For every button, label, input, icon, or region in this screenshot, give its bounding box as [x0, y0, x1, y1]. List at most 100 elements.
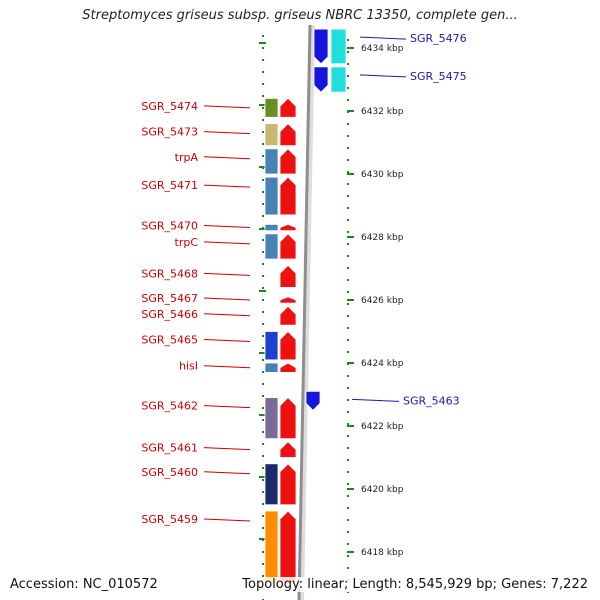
gene-label[interactable]: SGR_5475: [410, 70, 467, 83]
left-tick-dot: [262, 215, 264, 217]
left-major-tick: [259, 414, 266, 416]
gene-arrow-forward[interactable]: [279, 233, 297, 260]
kbp-marker-label: 6422 kbp: [361, 422, 404, 432]
map-title: Streptomyces griseus subsp. griseus NBRC…: [82, 8, 518, 23]
gene-label[interactable]: SGR_5460: [141, 466, 198, 479]
gene-label[interactable]: SGR_5473: [141, 126, 198, 139]
left-tick-dot: [262, 575, 264, 577]
kbp-scale: 6434 kbp 6432 kbp 6430 kbp 6428 kbp 6426 kbp…: [347, 44, 404, 558]
gene-arrow-forward[interactable]: [279, 362, 297, 373]
right-tick-dot: [347, 327, 349, 329]
gene-label[interactable]: trpA: [175, 151, 199, 164]
gene-feature-block[interactable]: [264, 510, 279, 584]
right-tick-dot: [347, 291, 349, 293]
left-tick-dot: [262, 203, 264, 205]
left-major-tick: [259, 166, 266, 168]
gene-feature-block[interactable]: [264, 123, 279, 147]
right-tick-dot: [347, 399, 349, 401]
gene-label-leader: [203, 447, 251, 451]
left-tick-dot: [262, 431, 264, 433]
gene-arrow-forward[interactable]: [279, 223, 297, 232]
gene-arrow-forward[interactable]: [279, 264, 297, 288]
right-tick-dot: [347, 87, 349, 89]
left-tick-dot: [262, 347, 264, 349]
gene-arrow-forward[interactable]: [279, 330, 297, 361]
right-tick-dot: [347, 495, 349, 497]
right-tick-dot: [347, 543, 349, 545]
gene-arrow-reverse[interactable]: [305, 390, 321, 411]
gene-feature-block[interactable]: [264, 98, 279, 118]
gene-arrow-reverse[interactable]: [313, 66, 329, 93]
left-tick-dot: [262, 251, 264, 253]
gene-feature-block[interactable]: [264, 463, 279, 506]
gene-arrow-forward[interactable]: [279, 296, 297, 304]
gene-label-leader: [203, 225, 251, 229]
gene-label[interactable]: SGR_5459: [141, 513, 198, 526]
gene-arrow-forward[interactable]: [279, 510, 297, 584]
left-tick-dot: [262, 491, 264, 493]
left-tick-dot: [262, 95, 264, 97]
left-tick-dot: [262, 527, 264, 529]
gene-feature-block[interactable]: [264, 233, 279, 260]
left-major-tick: [259, 42, 266, 44]
gene-label[interactable]: SGR_5470: [141, 220, 198, 233]
accession-text: Accession: NC_010572: [8, 577, 160, 592]
genome-summary-text: Topology: linear; Length: 8,545,929 bp; …: [240, 577, 590, 592]
gene-label[interactable]: SGR_5465: [141, 334, 198, 347]
left-tick-dot: [262, 275, 264, 277]
gene-labels: SGR_5474 SGR_5473 trpA SGR_5471 SGR_5470 trpC…: [141, 32, 466, 526]
gene-arrow-forward[interactable]: [279, 397, 297, 439]
gene-label[interactable]: SGR_5467: [141, 292, 198, 305]
gene-label[interactable]: hisI: [179, 360, 198, 373]
gene-label[interactable]: SGR_5461: [141, 442, 198, 455]
right-tick-dot: [347, 531, 349, 533]
right-tick-dot: [347, 459, 349, 461]
left-tick-dot: [262, 119, 264, 121]
right-tick-dot: [347, 243, 349, 245]
gene-arrow-forward[interactable]: [279, 176, 297, 216]
gene-label[interactable]: SGR_5463: [403, 394, 460, 407]
gene-arrow-forward[interactable]: [279, 463, 297, 506]
kbp-tick: [347, 362, 354, 364]
left-tick-dot: [262, 287, 264, 289]
left-tick-dot: [262, 503, 264, 505]
gene-label[interactable]: trpC: [175, 236, 199, 249]
cds-feature-block[interactable]: [330, 66, 347, 93]
left-tick-dot: [262, 59, 264, 61]
gene-feature-block[interactable]: [264, 331, 279, 361]
left-tick-dot: [262, 359, 264, 361]
gene-label[interactable]: SGR_5468: [141, 267, 198, 280]
right-tick-dot: [347, 471, 349, 473]
right-tick-dot: [347, 135, 349, 137]
gene-arrow-forward[interactable]: [279, 148, 297, 175]
right-tick-dot: [347, 351, 349, 353]
gene-feature-block[interactable]: [264, 397, 279, 439]
right-tick-dot: [347, 279, 349, 281]
kbp-tick: [347, 551, 354, 553]
left-tick-dot: [262, 311, 264, 313]
gene-arrow-forward[interactable]: [279, 305, 297, 326]
gene-label[interactable]: SGR_5474: [141, 100, 198, 113]
right-tick-dot: [347, 123, 349, 125]
left-tick-dot: [262, 239, 264, 241]
gene-feature-block[interactable]: [264, 362, 279, 373]
backbone-line: [297, 24, 312, 600]
gene-feature-block[interactable]: [264, 223, 279, 232]
gene-arrow-forward[interactable]: [279, 123, 297, 147]
left-tick-dot: [262, 395, 264, 397]
gene-arrow-forward[interactable]: [279, 97, 297, 118]
gene-arrow-forward[interactable]: [279, 441, 297, 458]
gene-label[interactable]: SGR_5471: [141, 179, 198, 192]
gene-label[interactable]: SGR_5466: [141, 308, 198, 321]
cds-feature-block[interactable]: [330, 28, 347, 65]
right-tick-dot: [347, 183, 349, 185]
kbp-tick: [347, 173, 354, 175]
right-tick-dot: [347, 567, 349, 569]
gene-label[interactable]: SGR_5462: [141, 400, 198, 413]
gene-arrow-reverse[interactable]: [313, 28, 329, 65]
gene-feature-block[interactable]: [264, 148, 279, 175]
gene-label-leader: [203, 297, 251, 301]
gene-feature-block[interactable]: [264, 176, 279, 216]
gene-label[interactable]: SGR_5476: [410, 32, 467, 45]
